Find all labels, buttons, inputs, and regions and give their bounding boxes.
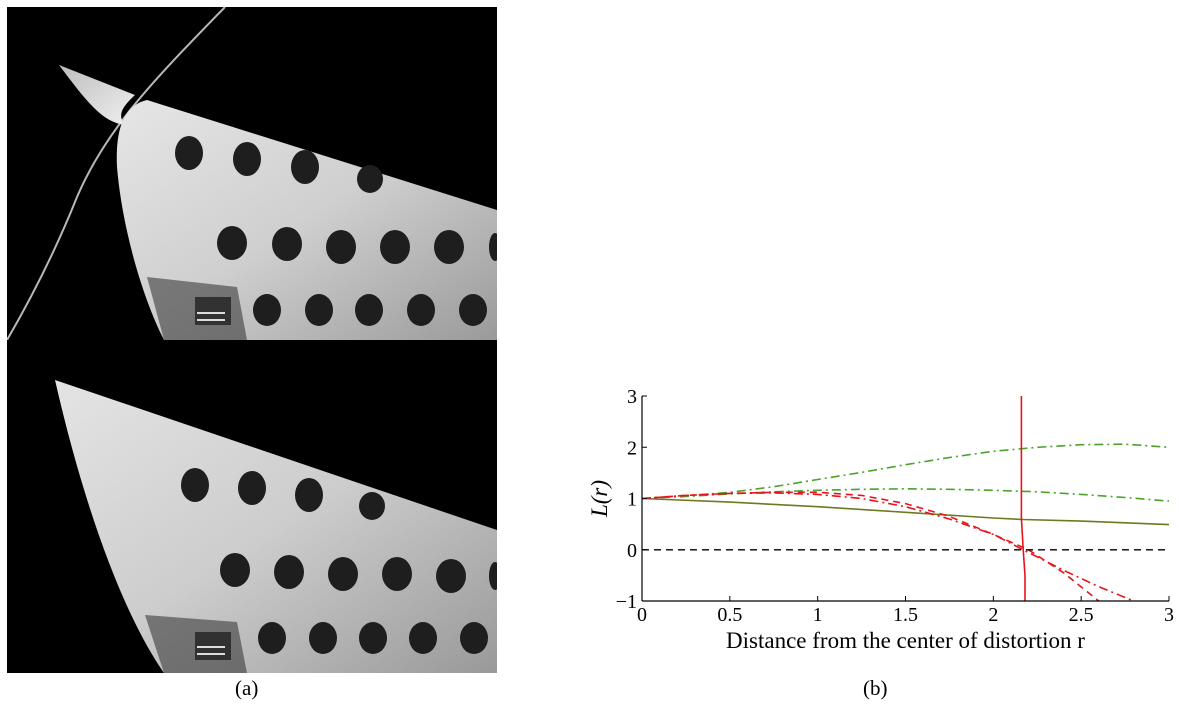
series-line-4 [641, 492, 1135, 602]
x-axis-label: Distance from the center of distortion r [726, 628, 1085, 653]
series-line-2 [641, 497, 1170, 526]
x-tick-label-4: 2 [988, 604, 998, 626]
y-tick-label-3: 2 [627, 437, 637, 459]
series-line-1 [641, 487, 1170, 502]
caption-b: (b) [863, 676, 888, 700]
series-line-5 [1020, 396, 1026, 601]
panel-b: 0 0.5 1 1.5 2 2.5 3 −1 0 1 2 3 Distance from the cen… [560, 380, 1179, 704]
x-tick-label-0: 0 [637, 604, 647, 626]
x-tick-label-2: 1 [813, 604, 823, 626]
y-tick-label-0: −1 [616, 591, 637, 613]
x-tick-label-6: 3 [1164, 604, 1174, 626]
undistorted-image-top [7, 7, 497, 340]
x-tick-label-1: 0.5 [717, 604, 742, 626]
panel-a [0, 0, 500, 704]
y-tick-label-2: 1 [627, 489, 637, 511]
caption-a: (a) [235, 676, 259, 700]
undistorted-image-bottom [7, 340, 497, 673]
x-tick-label-3: 1.5 [893, 604, 918, 626]
y-tick-label-1: 0 [627, 540, 637, 562]
y-tick-label-4: 3 [627, 386, 637, 408]
series-line-0 [641, 443, 1170, 500]
series-line-3 [641, 491, 1100, 602]
y-axis-label: L(r) [587, 480, 612, 518]
x-tick-label-5: 2.5 [1069, 604, 1094, 626]
